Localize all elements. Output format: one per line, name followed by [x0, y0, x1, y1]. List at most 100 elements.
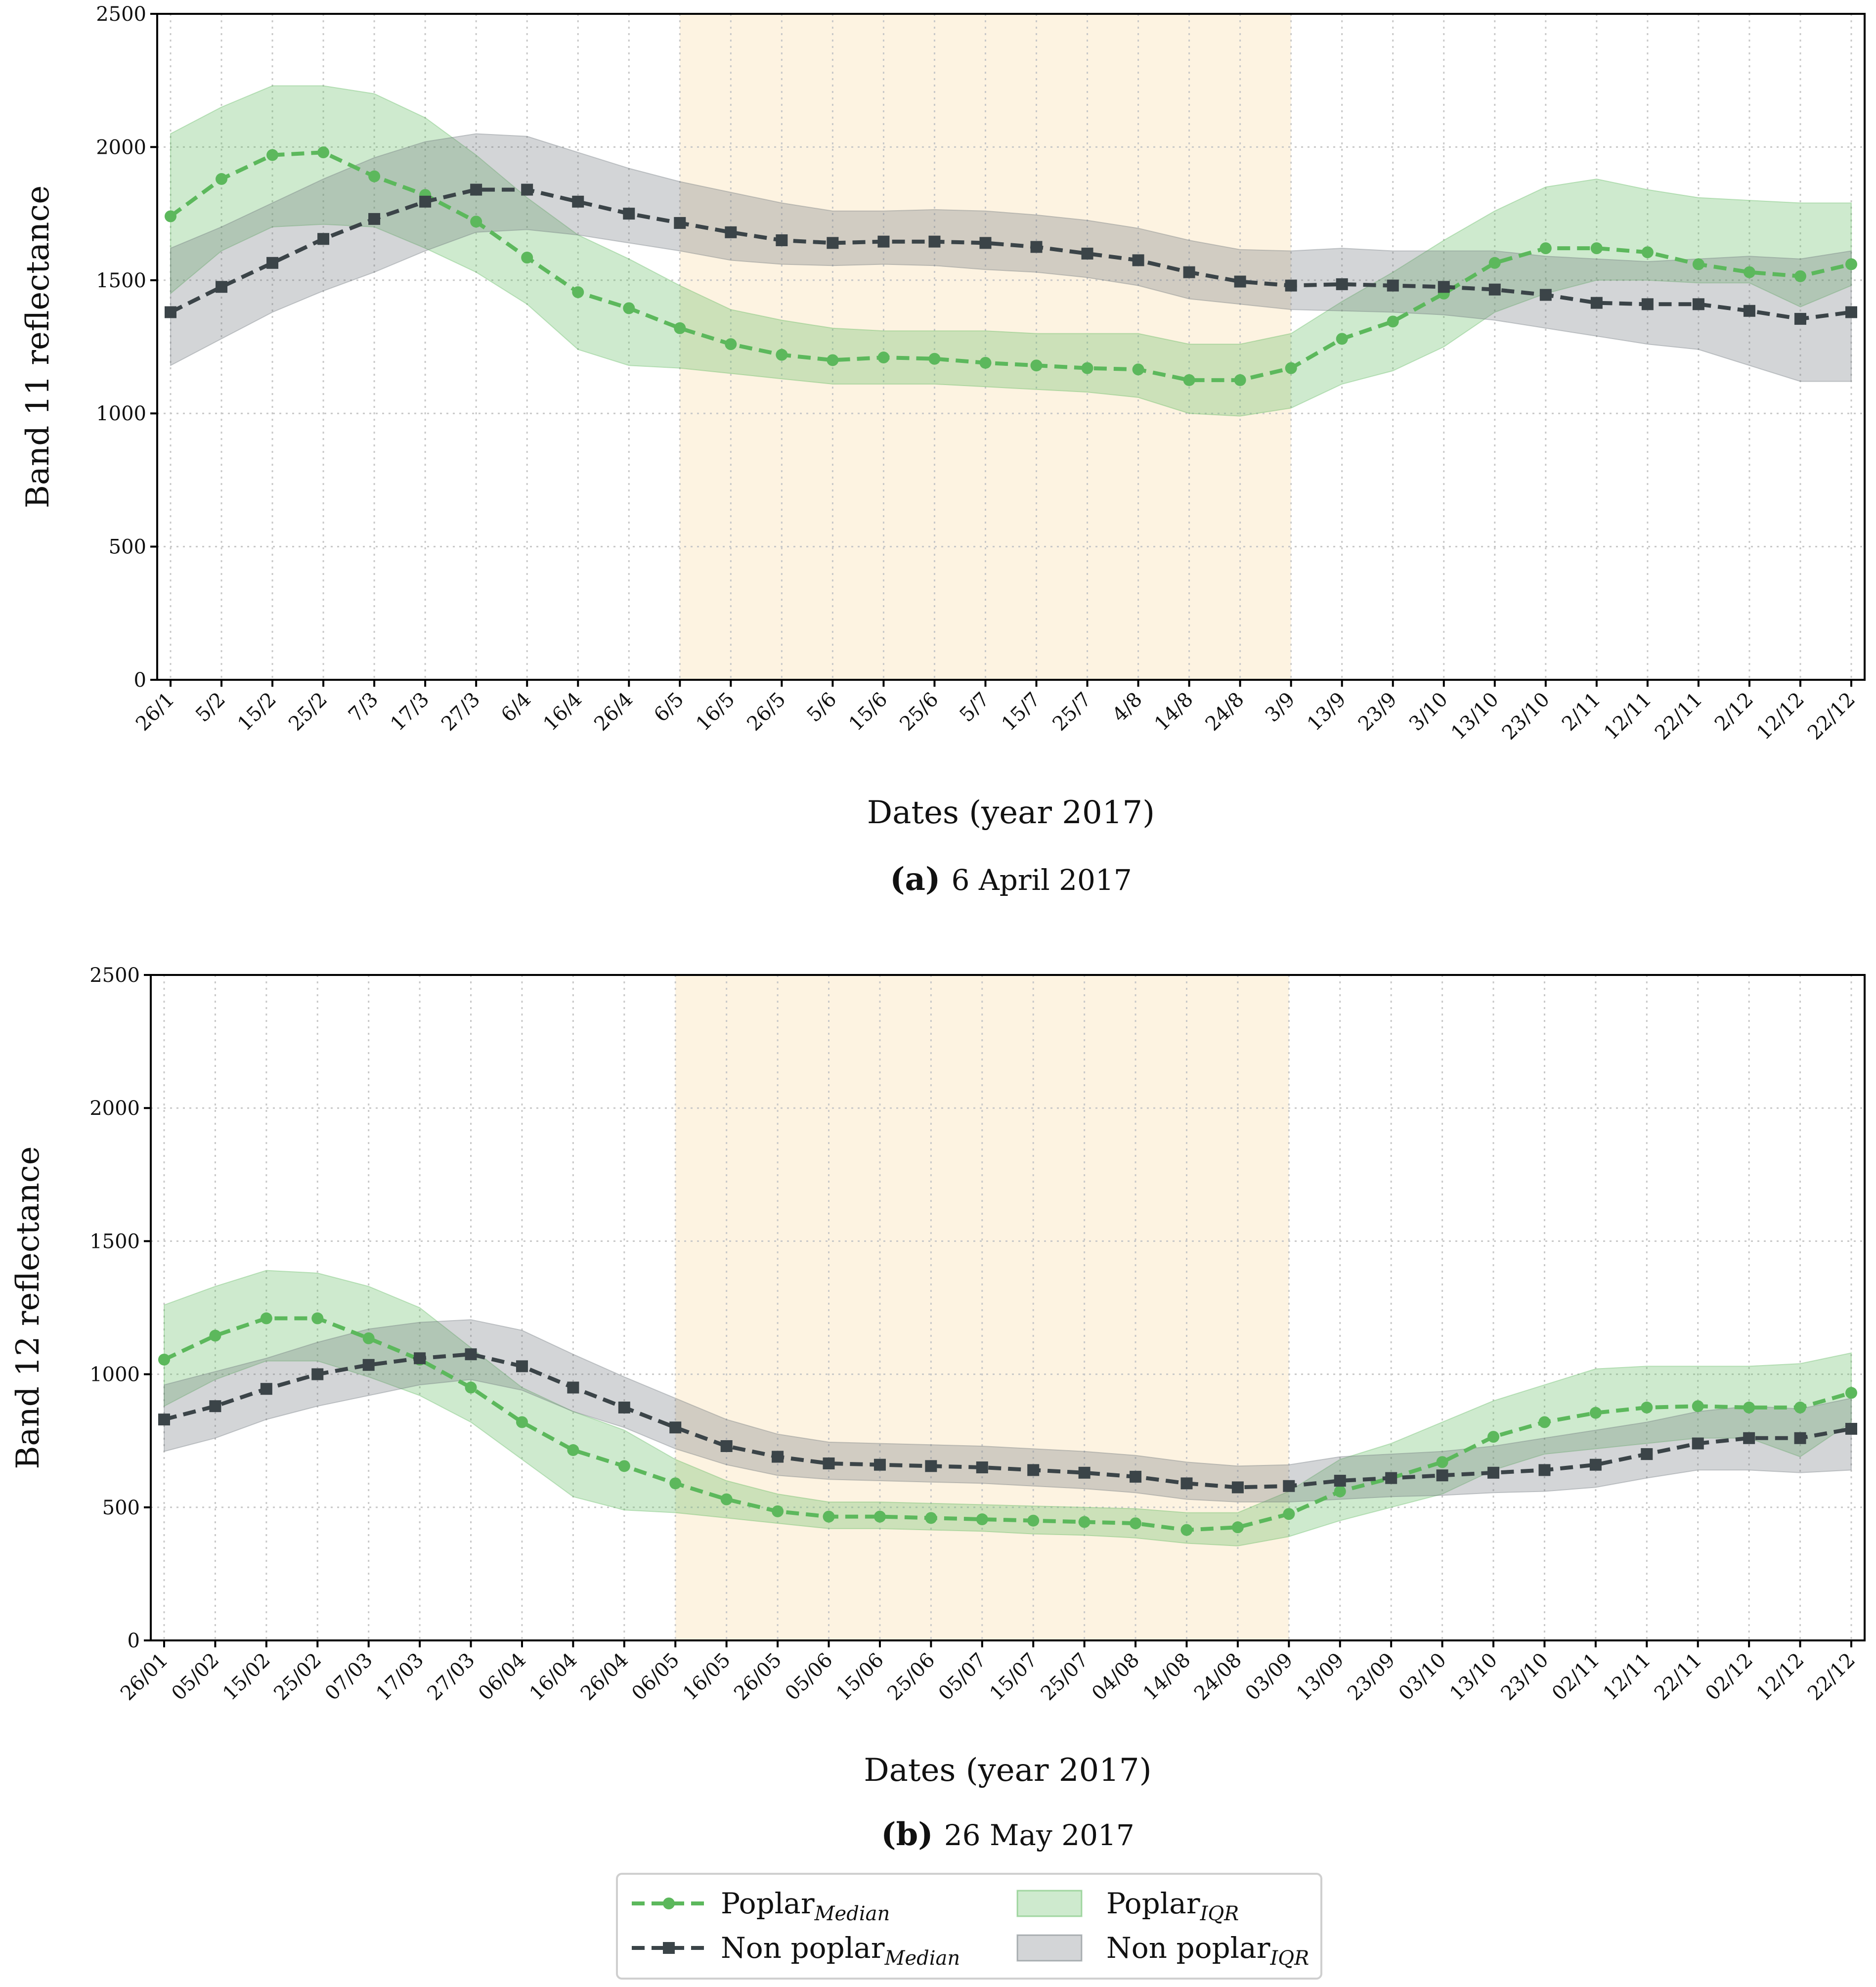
y-tick-label: 0 — [128, 1630, 140, 1652]
data-point-poplar-median — [1231, 1521, 1244, 1534]
x-tick-label: 22/11 — [1650, 1649, 1706, 1705]
data-point-non-poplar-median — [368, 213, 381, 225]
data-point-poplar-median — [979, 356, 992, 369]
y-tick-label: 1000 — [96, 402, 146, 425]
panel-caption-letter: (b) — [881, 1816, 944, 1853]
data-point-poplar-median — [158, 1353, 170, 1366]
x-tick-label: 12/12 — [1752, 688, 1809, 745]
data-point-non-poplar-median — [1385, 1472, 1397, 1484]
y-tick-label: 500 — [109, 536, 146, 559]
data-point-poplar-median — [1539, 242, 1552, 255]
x-tick-label: 26/5 — [742, 688, 790, 736]
y-axis-label: Band 11 reflectance — [20, 185, 56, 508]
x-tick-label: 03/10 — [1395, 1649, 1451, 1705]
data-point-poplar-median — [1234, 374, 1246, 386]
data-point-non-poplar-median — [1132, 254, 1144, 266]
x-tick-label: 12/11 — [1600, 688, 1656, 745]
chart-panel-a: 0 500 1000 1500 2000 2500 26/1 5/2 15/2 25/2 7/3 17… — [20, 3, 1866, 898]
data-point-non-poplar-median — [1692, 298, 1704, 310]
data-point-non-poplar-median — [618, 1401, 630, 1413]
data-point-poplar-median — [827, 354, 839, 366]
data-point-poplar-median — [1641, 1401, 1653, 1413]
x-tick-label: 2/12 — [1710, 688, 1758, 736]
data-point-non-poplar-median — [1589, 1458, 1602, 1471]
data-point-non-poplar-median — [317, 233, 330, 245]
data-point-poplar-median — [368, 170, 381, 182]
x-tick-label: 15/06 — [832, 1649, 888, 1705]
data-point-poplar-median — [1538, 1416, 1551, 1428]
data-point-non-poplar-median — [1641, 298, 1654, 310]
data-point-non-poplar-median — [873, 1458, 886, 1471]
data-point-poplar-median — [925, 1512, 937, 1524]
data-point-poplar-median — [1794, 1401, 1806, 1413]
data-point-poplar-median — [976, 1513, 988, 1526]
data-point-poplar-median — [260, 1312, 272, 1325]
data-point-poplar-median — [873, 1510, 886, 1523]
y-tick-label: 1500 — [96, 269, 146, 292]
data-point-non-poplar-median — [979, 237, 992, 249]
data-point-poplar-median — [1336, 333, 1348, 345]
x-tick-label: 3/10 — [1405, 688, 1452, 736]
plot-frame — [156, 13, 1866, 681]
data-point-non-poplar-median — [669, 1421, 682, 1434]
data-point-poplar-median — [1180, 1524, 1193, 1536]
data-point-non-poplar-median — [674, 217, 686, 229]
x-tick-label: 26/05 — [730, 1649, 786, 1705]
data-point-poplar-median — [877, 352, 890, 364]
iqr-band-non-poplar-iqr — [164, 1319, 1852, 1502]
data-point-poplar-median — [465, 1381, 477, 1394]
x-tick-label: 25/07 — [1037, 1649, 1093, 1705]
data-point-poplar-median — [1130, 1517, 1142, 1530]
data-point-poplar-median — [317, 146, 330, 159]
data-point-non-poplar-median — [823, 1457, 835, 1469]
data-point-non-poplar-median — [776, 234, 788, 246]
data-point-poplar-median — [165, 210, 176, 222]
x-tick-label: 24/8 — [1201, 688, 1249, 736]
x-tick-label: 05/02 — [167, 1649, 223, 1705]
data-point-non-poplar-median — [976, 1461, 988, 1474]
data-point-non-poplar-median — [720, 1440, 733, 1452]
x-tick-label: 16/4 — [539, 688, 586, 736]
data-point-non-poplar-median — [772, 1451, 784, 1463]
data-point-non-poplar-median — [1436, 1469, 1448, 1482]
data-point-poplar-median — [928, 353, 941, 365]
x-axis-label: Dates (year 2017) — [867, 795, 1155, 831]
data-point-non-poplar-median — [311, 1368, 324, 1380]
data-point-non-poplar-median — [827, 237, 839, 249]
x-tick-label: 5/2 — [191, 688, 230, 727]
data-point-non-poplar-median — [1183, 266, 1195, 278]
y-tick-label: 500 — [102, 1497, 140, 1519]
data-point-poplar-median — [1743, 266, 1755, 278]
legend-label-poplar-iqr: PoplarIQR — [1106, 1887, 1239, 1925]
x-tick-label: 13/10 — [1447, 688, 1503, 745]
data-point-poplar-median — [1794, 270, 1806, 282]
data-point-non-poplar-median — [521, 183, 533, 196]
data-point-poplar-median — [1387, 315, 1399, 328]
data-point-poplar-median — [209, 1329, 221, 1342]
x-tick-label: 05/06 — [781, 1649, 837, 1705]
x-tick-label: 14/08 — [1139, 1649, 1195, 1705]
data-point-poplar-median — [1081, 362, 1093, 374]
data-point-non-poplar-median — [516, 1360, 528, 1372]
legend: PoplarMedian PoplarIQR Non poplarMedian Non… — [616, 1873, 1322, 1980]
data-point-poplar-median — [618, 1460, 630, 1472]
iqr-band-non-poplar-iqr — [170, 133, 1852, 382]
x-tick-label: 26/01 — [116, 1649, 173, 1705]
x-tick-label: 27/03 — [423, 1649, 480, 1705]
x-axis-label: Dates (year 2017) — [864, 1752, 1151, 1789]
legend-box — [616, 1873, 1322, 1980]
legend-label-poplar-median: PoplarMedian — [721, 1887, 890, 1925]
x-tick-label: 23/10 — [1498, 688, 1554, 745]
data-point-non-poplar-median — [1283, 1480, 1295, 1492]
x-tick-label: 6/4 — [497, 688, 535, 727]
data-point-poplar-median — [470, 216, 482, 228]
data-point-poplar-median — [1285, 362, 1297, 374]
data-point-non-poplar-median — [1487, 1466, 1500, 1479]
y-tick-label: 2000 — [96, 136, 146, 159]
data-point-poplar-median — [1030, 359, 1043, 372]
x-tick-label: 2/11 — [1558, 688, 1605, 736]
x-tick-label: 22/11 — [1651, 688, 1707, 745]
data-point-poplar-median — [1743, 1401, 1755, 1413]
data-point-non-poplar-median — [266, 257, 279, 269]
data-point-poplar-median — [623, 302, 635, 314]
